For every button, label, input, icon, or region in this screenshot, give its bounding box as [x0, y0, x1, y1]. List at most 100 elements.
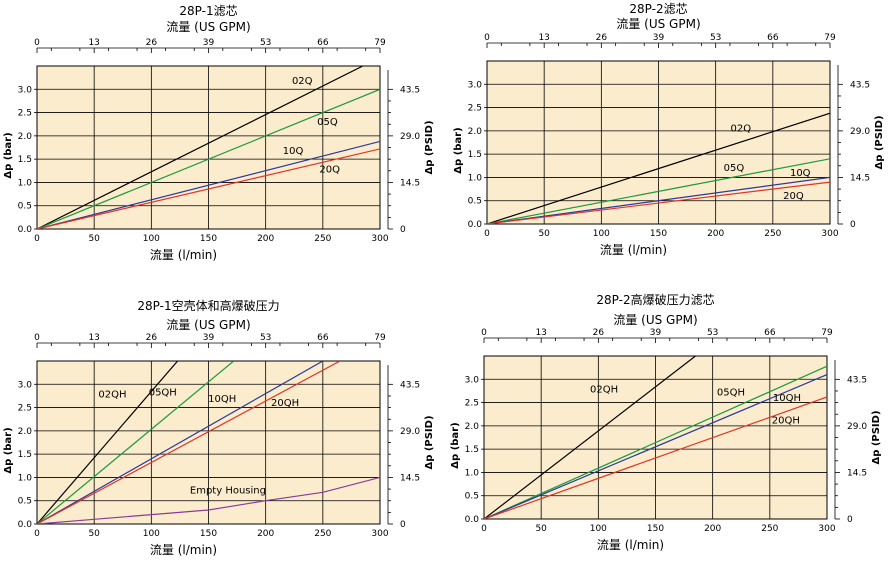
x-tick-label: 0 — [34, 234, 40, 244]
top-tick-label: 53 — [707, 328, 718, 338]
right-tick-label: 29.0 — [847, 422, 867, 432]
series-line-10q — [487, 176, 830, 224]
right-tick-label: 43.5 — [850, 80, 870, 90]
right-axis-label: Δp (PSID) — [874, 115, 885, 169]
top-tick-label: 53 — [260, 333, 271, 343]
series-line-05qh — [484, 365, 827, 519]
series-label-empty-housing: Empty Housing — [190, 485, 266, 496]
series-line-20qh — [37, 361, 341, 524]
series-label-02qh: 02QH — [98, 390, 126, 401]
x-tick-label: 150 — [200, 529, 217, 539]
y-tick-label: 0.0 — [18, 225, 33, 235]
series-line-20qh — [484, 396, 827, 519]
top-tick-label: 0 — [481, 328, 487, 338]
x-tick-label: 250 — [764, 229, 781, 239]
chart-title: 28P-2滤芯 — [629, 2, 687, 16]
top-axis-label: 流量 (US GPM) — [166, 318, 250, 332]
y-tick-label: 3.0 — [468, 80, 483, 90]
top-tick-label: 66 — [767, 33, 779, 43]
x-tick-label: 50 — [88, 234, 100, 244]
y-tick-label: 1.5 — [465, 445, 479, 455]
top-tick-label: 39 — [203, 38, 215, 48]
top-tick-label: 79 — [824, 33, 836, 43]
y-tick-label: 2.0 — [468, 127, 483, 137]
series-label-20q: 20Q — [319, 164, 340, 175]
right-tick-label: 29.0 — [400, 427, 420, 437]
y-tick-label: 2.5 — [465, 399, 479, 409]
y-tick-label: 0.5 — [18, 497, 32, 507]
right-tick-label: 29.0 — [850, 127, 870, 137]
top-tick-label: 13 — [88, 38, 99, 48]
x-tick-label: 150 — [647, 524, 664, 534]
top-tick-label: 66 — [317, 333, 329, 343]
top-tick-label: 0 — [34, 333, 40, 343]
y-tick-label: 2.5 — [468, 104, 482, 114]
top-tick-label: 26 — [593, 328, 605, 338]
y-tick-label: 0.0 — [468, 220, 483, 230]
x-axis-label: 流量 (l/min) — [150, 248, 217, 262]
right-axis-label: Δp (PSID) — [424, 120, 435, 174]
top-axis-label: 流量 (US GPM) — [616, 17, 700, 31]
top-tick-label: 26 — [146, 333, 158, 343]
top-tick-label: 66 — [317, 38, 329, 48]
x-tick-label: 200 — [257, 234, 274, 244]
series-line-05q — [37, 88, 380, 229]
y-tick-label: 0.5 — [468, 197, 482, 207]
x-axis-label: 流量 (l/min) — [150, 543, 217, 557]
x-axis-label: 流量 (l/min) — [597, 538, 664, 552]
x-tick-label: 200 — [704, 524, 721, 534]
x-tick-label: 150 — [650, 229, 667, 239]
x-tick-label: 250 — [761, 524, 778, 534]
x-tick-label: 50 — [535, 524, 547, 534]
y-tick-label: 2.0 — [18, 132, 33, 142]
top-tick-label: 26 — [146, 38, 158, 48]
y-tick-label: 3.0 — [18, 85, 33, 95]
y-tick-label: 1.0 — [465, 468, 480, 478]
series-label-10qh: 10QH — [208, 394, 236, 405]
top-tick-label: 0 — [34, 38, 40, 48]
right-tick-label: 0 — [400, 225, 406, 235]
y-tick-label: 2.5 — [18, 404, 32, 414]
series-line-10q — [37, 140, 380, 229]
top-tick-label: 79 — [821, 328, 833, 338]
chart-title: 28P-1空壳体和高爆破压力 — [137, 298, 279, 313]
right-tick-label: 0 — [847, 515, 853, 525]
x-tick-label: 0 — [481, 524, 487, 534]
y-axis-label: Δp (bar) — [3, 132, 14, 178]
top-tick-label: 79 — [374, 333, 386, 343]
x-tick-label: 100 — [143, 529, 160, 539]
y-tick-label: 2.5 — [18, 109, 32, 119]
right-tick-label: 0 — [400, 520, 406, 530]
x-tick-label: 300 — [371, 529, 388, 539]
series-label-20qh: 20QH — [271, 398, 299, 409]
x-tick-label: 0 — [484, 229, 490, 239]
y-axis-label: Δp (bar) — [3, 427, 14, 473]
y-tick-label: 1.0 — [468, 173, 483, 183]
y-tick-label: 0.5 — [18, 202, 32, 212]
series-line-02q — [37, 66, 364, 229]
x-axis-label: 流量 (l/min) — [600, 243, 667, 257]
x-tick-label: 250 — [314, 529, 331, 539]
top-tick-label: 0 — [484, 33, 490, 43]
chart-title: 28P-1滤芯 — [179, 4, 237, 18]
right-tick-label: 14.5 — [850, 173, 870, 183]
right-tick-label: 14.5 — [400, 473, 420, 483]
y-tick-label: 3.0 — [465, 375, 480, 385]
x-tick-label: 200 — [257, 529, 274, 539]
x-tick-label: 100 — [143, 234, 160, 244]
top-axis-label: 流量 (US GPM) — [166, 20, 250, 34]
series-label-02qh: 02QH — [590, 385, 618, 396]
x-tick-label: 300 — [818, 524, 835, 534]
y-tick-label: 1.5 — [468, 150, 482, 160]
top-tick-label: 53 — [260, 38, 271, 48]
y-axis-label: Δp (bar) — [450, 422, 461, 468]
series-line-empty-housing — [37, 476, 380, 524]
top-tick-label: 39 — [650, 328, 662, 338]
series-line-02q — [487, 112, 830, 224]
y-tick-label: 0.0 — [18, 520, 33, 530]
x-tick-label: 150 — [200, 234, 217, 244]
x-tick-label: 300 — [821, 229, 838, 239]
